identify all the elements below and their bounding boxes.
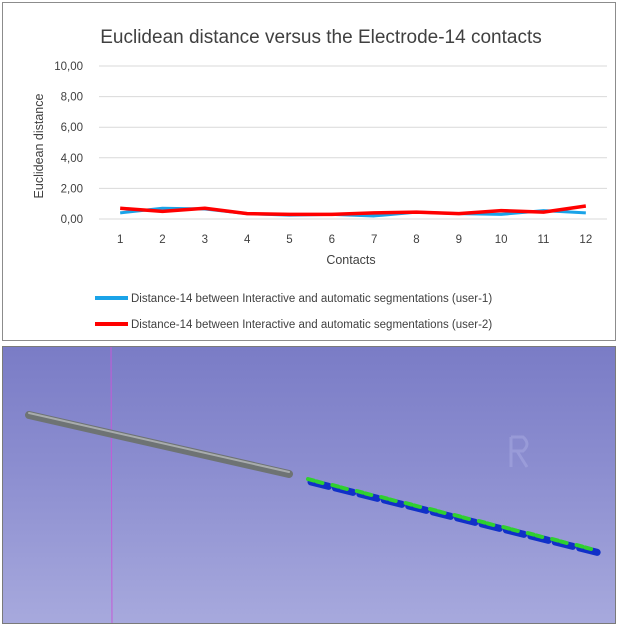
contact-segment-user-2 [452,513,473,522]
x-tick-label: 6 [329,234,335,246]
series-line-user-2 [120,204,587,217]
contact-segment-user-2 [501,525,521,534]
y-tick-labels: 0,00 2,00 4,00 6,00 8,00 10,00 [54,61,83,226]
chart-panel: Euclidean distance versus the Electrode-… [2,2,616,341]
contact-segment-user-2 [525,531,546,540]
x-tick-label: 8 [413,234,419,246]
legend: Distance-14 between Interactive and auto… [95,293,492,331]
y-tick-label: 8,00 [61,92,83,104]
x-tick-label: 4 [244,234,251,246]
x-tick-labels: 1 2 3 4 5 6 7 8 9 10 11 12 [117,234,592,246]
r-orientation-marker [509,435,529,468]
contact-segment-user-2 [354,489,375,498]
grid-lines [99,65,607,220]
y-tick-label: 2,00 [61,183,83,195]
contact-segment-user-2 [379,495,399,504]
electrode-shaft [25,411,293,478]
electrode-shaft-highlight [28,412,290,473]
legend-label-user-2: Distance-14 between Interactive and auto… [131,319,492,331]
line-chart: Euclidean distance versus the Electrode-… [32,27,607,331]
chart-title: Euclidean distance versus the Electrode-… [100,27,541,48]
y-tick-label: 10,00 [54,61,83,73]
contact-segment-user-2 [550,537,570,546]
x-tick-label: 11 [538,234,550,246]
y-axis-label: Euclidean distance [32,93,46,198]
3d-electrode-view[interactable] [2,346,616,624]
legend-label-user-1: Distance-14 between Interactive and auto… [131,293,492,305]
vertical-guide-line [110,347,113,623]
y-tick-label: 6,00 [61,122,83,134]
y-tick-label: 4,00 [61,153,83,165]
contact-segment-user-2 [403,501,424,510]
x-tick-label: 7 [371,234,377,246]
series-lines [120,204,587,218]
x-axis-label: Contacts [326,253,375,267]
contact-segment-user-2 [476,519,497,528]
contact-segment-user-2 [330,483,350,492]
electrode-scene [25,347,601,623]
x-tick-label: 1 [117,234,123,246]
x-tick-label: 9 [456,234,462,246]
contact-segment-user-2 [428,507,448,516]
x-tick-label: 3 [202,234,208,246]
x-tick-label: 2 [159,234,165,246]
contact-segment-user-2 [574,543,595,552]
contact-segment-user-2 [306,477,326,486]
electrode-contacts [306,477,601,556]
y-tick-label: 0,00 [61,214,83,226]
x-tick-label: 12 [579,234,592,246]
x-tick-label: 5 [286,234,292,246]
x-tick-label: 10 [495,234,508,246]
